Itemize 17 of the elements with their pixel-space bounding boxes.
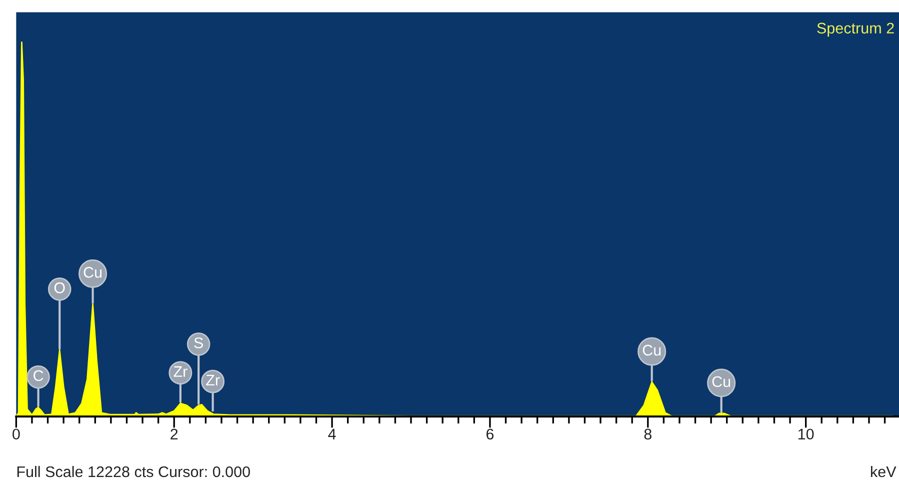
annotation: Zr	[206, 374, 220, 386]
x-tick-label: 4	[328, 428, 336, 440]
annotation: O	[54, 282, 65, 294]
chart-title: Spectrum 2	[817, 22, 894, 37]
annotation: Cu	[642, 344, 661, 356]
x-tick-label: 0	[12, 428, 20, 440]
x-tick-label: 6	[486, 428, 494, 440]
x-tick-label: 8	[644, 428, 652, 440]
x-tick-label: 2	[170, 428, 178, 440]
x-tick-label: 10	[798, 428, 814, 440]
text: Full Scale 12228 cts Cursor: 0.000	[17, 466, 250, 478]
annotation: Cu	[84, 266, 102, 278]
x-axis-title: keV	[871, 466, 896, 478]
annotation: Zr	[174, 366, 188, 377]
annotation: C	[34, 370, 44, 382]
annotation: S	[194, 337, 203, 348]
annotation: Cu	[712, 376, 730, 388]
